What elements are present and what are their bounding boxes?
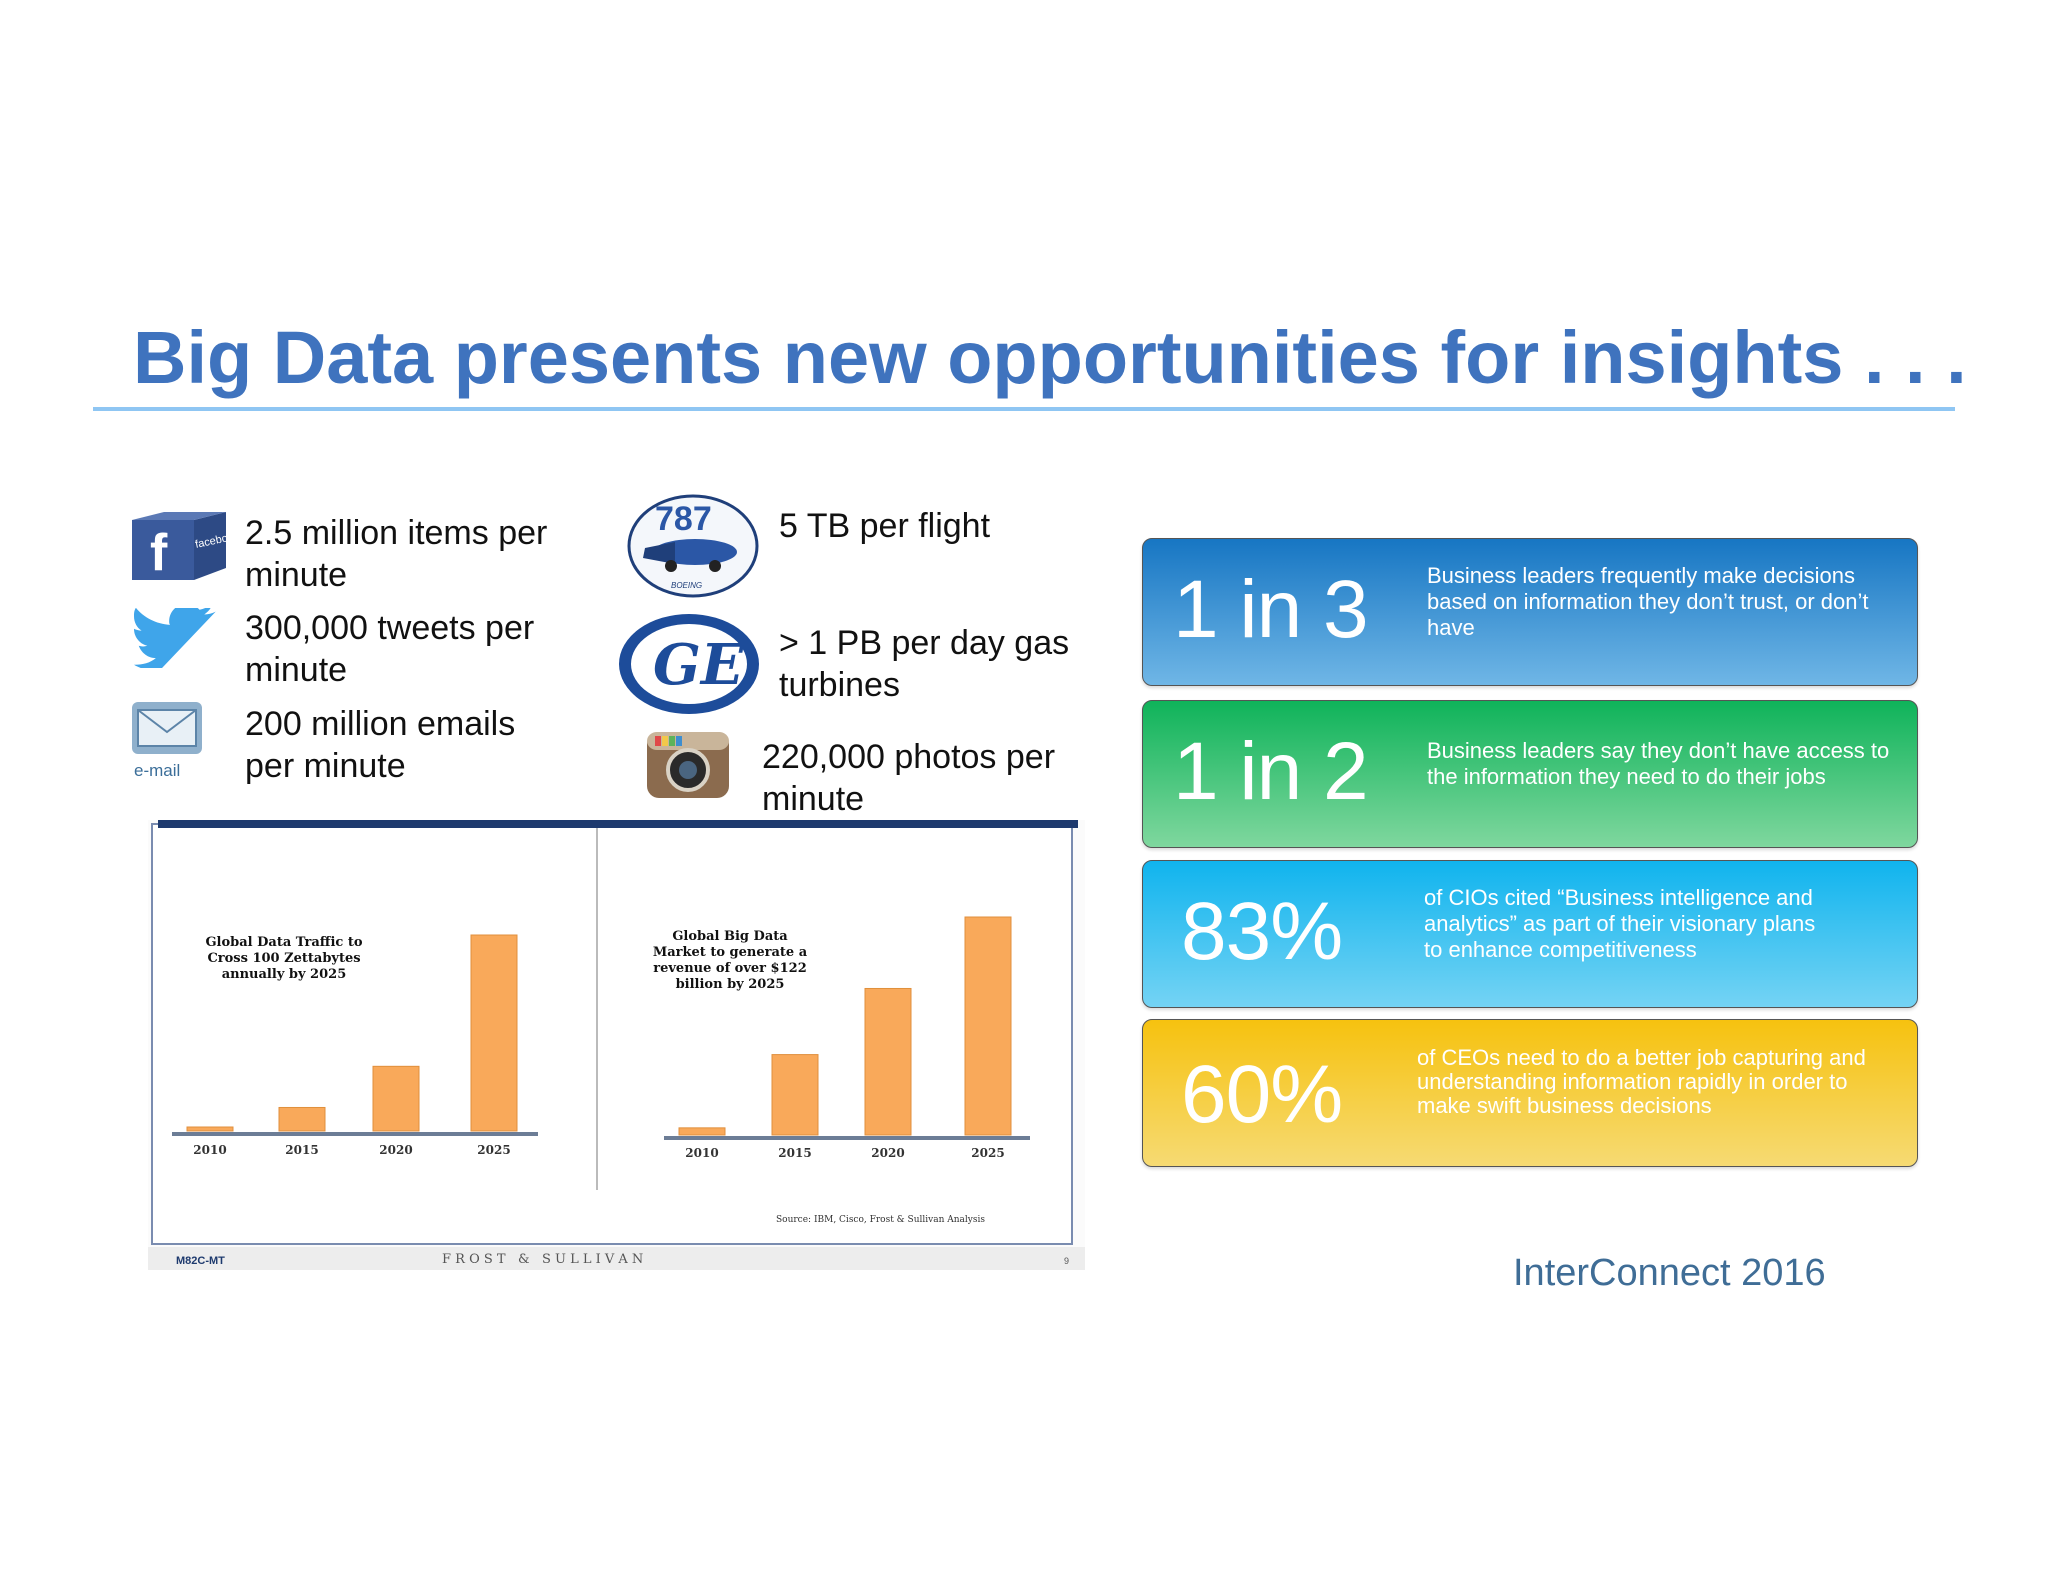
tick-label-2020: 2020 — [871, 1146, 904, 1160]
chart-title-line: billion by 2025 — [676, 977, 785, 992]
facebook-stat-line1: 2.5 million items per — [245, 514, 548, 552]
svg-text:e-mail: e-mail — [134, 761, 180, 780]
chart-source: Source: IBM, Cisco, Frost & Sullivan Ana… — [776, 1215, 985, 1225]
bar-2015 — [278, 1106, 326, 1132]
bar-2025 — [470, 934, 518, 1132]
flight-stat: 5 TB per flight — [779, 505, 990, 547]
twitter-stat-line2: minute — [245, 651, 348, 689]
svg-text:787: 787 — [655, 500, 712, 538]
ge-stat: > 1 PB per day gas turbines — [779, 622, 1069, 706]
slide-title: Big Data presents new opportunities for … — [133, 316, 1967, 399]
card-figure: 83% — [1181, 886, 1343, 977]
instagram-stat: 220,000 photos per minute — [762, 736, 1055, 820]
twitter-stat-line1: 300,000 tweets per — [245, 609, 535, 647]
chart-footer-brand: F R O S T & S U L L I V A N — [442, 1252, 643, 1267]
card-description: Business leaders frequently make decisio… — [1427, 563, 1869, 640]
bar-2020 — [372, 1065, 420, 1132]
bar-2020 — [864, 987, 912, 1136]
tick-label-2010: 2010 — [193, 1143, 226, 1157]
chart-title-line: revenue of over $122 — [653, 961, 807, 976]
ge-stat-line2: turbines — [779, 666, 900, 704]
svg-text:f: f — [150, 524, 168, 582]
email-stat-line2: per minute — [245, 747, 406, 785]
ge-logo-icon: GE — [617, 612, 761, 716]
flight-stat-line1: 5 TB per flight — [779, 507, 991, 545]
card-figure: 60% — [1181, 1049, 1343, 1140]
instagram-stat-line2: minute — [762, 780, 865, 818]
bar-2015 — [771, 1054, 819, 1136]
bar-2010 — [186, 1126, 234, 1132]
tick-label-2015: 2015 — [778, 1146, 811, 1160]
card-description: of CEOs need to do a better job capturin… — [1417, 1045, 1866, 1118]
stat-card-1-in-3: 1 in 3 Business leaders frequently make … — [1142, 538, 1918, 686]
svg-text:GE: GE — [653, 632, 745, 698]
tick-label-2025: 2025 — [971, 1146, 1004, 1160]
tick-label-2020: 2020 — [379, 1143, 412, 1157]
ge-stat-line1: > 1 PB per day gas — [779, 624, 1070, 662]
email-stat-line1: 200 million emails — [245, 705, 516, 743]
chart-title-line: Global Data Traffic to — [205, 935, 362, 950]
twitter-icon — [130, 604, 226, 688]
chart-title-line: annually by 2025 — [222, 967, 347, 982]
footer-brand: InterConnect 2016 — [1513, 1252, 1826, 1294]
boeing-787-icon: 787 BOEING — [625, 494, 761, 598]
stat-card-1-in-2: 1 in 2 Business leaders say they don’t h… — [1142, 700, 1918, 848]
chart-footer-page: 9 — [1064, 1256, 1069, 1266]
tick-label-2010: 2010 — [685, 1146, 718, 1160]
card-description: of CIOs cited “Business intelligence and… — [1424, 885, 1816, 962]
chart-footer-code: M82C-MT — [176, 1255, 225, 1267]
stat-card-83-percent: 83% of CIOs cited “Business intelligence… — [1142, 860, 1918, 1008]
instagram-icon — [645, 730, 731, 800]
card-figure: 1 in 2 — [1173, 726, 1369, 817]
facebook-icon: f facebook — [130, 512, 241, 592]
chart-title-line: Market to generate a — [653, 945, 808, 960]
tick-label-2025: 2025 — [477, 1143, 510, 1157]
chart-title-line: Cross 100 Zettabytes — [207, 951, 360, 966]
title-divider — [93, 407, 1955, 411]
card-figure: 1 in 3 — [1173, 564, 1369, 655]
email-stat: 200 million emails per minute — [245, 703, 515, 787]
facebook-stat-line2: minute — [245, 556, 348, 594]
svg-text:BOEING: BOEING — [671, 581, 702, 590]
tick-label-2015: 2015 — [285, 1143, 318, 1157]
chart-title-line: Global Big Data — [672, 929, 788, 944]
email-icon: e-mail — [128, 700, 208, 780]
card-description: Business leaders say they don’t have acc… — [1427, 738, 1890, 789]
bar-2010 — [678, 1127, 726, 1136]
bar-2025 — [964, 916, 1012, 1136]
charts-svg: 2010 2015 2020 2025 Global Data Traffic toCr… — [148, 820, 1085, 1270]
chart-data-traffic: 2010 2015 2020 2025 Global Data Traffic toCr… — [186, 934, 518, 1157]
twitter-stat: 300,000 tweets per minute — [245, 607, 534, 691]
instagram-stat-line1: 220,000 photos per — [762, 738, 1056, 776]
facebook-stat: 2.5 million items per minute — [245, 512, 547, 596]
charts-panel: 2010 2015 2020 2025 Global Data Traffic to Cr… — [148, 820, 1085, 1270]
stat-card-60-percent: 60% of CEOs need to do a better job capt… — [1142, 1019, 1918, 1167]
